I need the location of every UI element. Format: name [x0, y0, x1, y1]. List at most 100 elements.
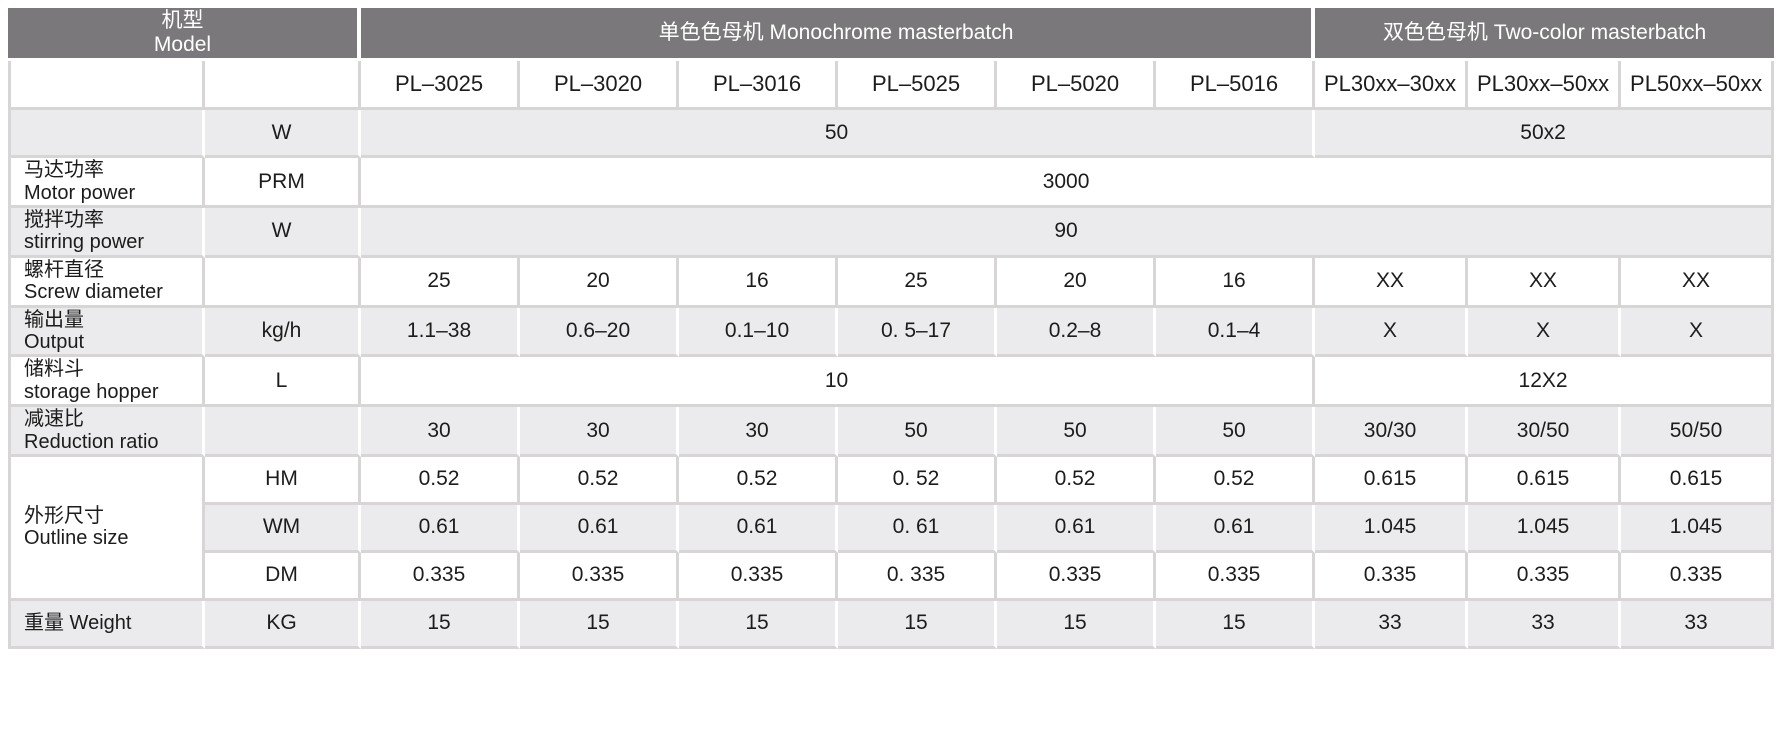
model-cell: PL–3016	[679, 61, 839, 111]
unit-cell: L	[205, 357, 362, 408]
value-cell: 25	[838, 257, 998, 308]
value-cell: 15	[1156, 600, 1316, 649]
model-cell: PL30xx–30xx	[1315, 61, 1469, 111]
value-cell: XX	[1315, 257, 1469, 308]
value-cell: 1.045	[1468, 504, 1622, 553]
unit-cell: WM	[205, 504, 362, 553]
value-cell: 16	[1156, 257, 1316, 308]
value-cell: 1.045	[1621, 504, 1775, 553]
row-label-line: 马达功率	[24, 159, 104, 182]
value-cell: 30/30	[1315, 407, 1469, 457]
model-header-en: Model	[153, 33, 212, 57]
spec-row: 储料斗 storage hopper L 10 12X2	[8, 357, 1775, 408]
value-cell: 0.335	[1156, 552, 1316, 601]
value-cell: X	[1621, 307, 1775, 358]
value-cell: 1.1–38	[361, 307, 521, 358]
value-cell: X	[1315, 307, 1469, 358]
model-header-cell: 机型 Model	[8, 8, 362, 62]
spec-table-container: 机型 Model 单色色母机 Monochrome masterbatch 双色…	[8, 8, 1775, 649]
header-row: 机型 Model 单色色母机 Monochrome masterbatch 双色…	[8, 8, 1775, 62]
masterbatch-spec-table: 机型 Model 单色色母机 Monochrome masterbatch 双色…	[8, 8, 1775, 649]
value-cell: 3000	[361, 158, 1775, 209]
row-label-line: Outline size	[24, 527, 129, 550]
value-cell: 0. 61	[838, 504, 998, 553]
value-cell: XX	[1621, 257, 1775, 308]
value-cell: 50	[997, 407, 1157, 457]
unit-cell	[205, 407, 362, 457]
value-cell: 0.335	[520, 552, 680, 601]
empty-label-cell	[8, 61, 205, 111]
spec-row: 减速比 Reduction ratio 30 30 30 50 50 50 30/30 30/50…	[8, 407, 1775, 457]
value-cell: 30	[520, 407, 680, 457]
value-cell: 0.335	[997, 552, 1157, 601]
row-label-line: Screw diameter	[24, 281, 163, 304]
value-cell: 33	[1621, 600, 1775, 649]
value-cell: 0. 335	[838, 552, 998, 601]
value-cell: 10	[361, 357, 1316, 408]
value-cell: 0.335	[1468, 552, 1622, 601]
spec-row: 外形尺寸 Outline size HM 0.52 0.52 0.52 0. 52 0.52 0…	[8, 456, 1775, 601]
value-cell: 50x2	[1315, 110, 1775, 159]
row-label: 重量 Weight	[8, 600, 205, 649]
row-label: 输出量 Output	[8, 307, 205, 358]
empty-unit-cell	[205, 61, 362, 111]
value-cell: 0. 52	[838, 456, 998, 505]
value-cell: 0.52	[361, 456, 521, 505]
value-cell: 0. 5–17	[838, 307, 998, 358]
row-label-line: 搅拌功率	[24, 209, 104, 232]
spec-row: 重量 Weight KG 15 15 15 15 15 15 33 33 33	[8, 600, 1775, 649]
value-cell: 1.045	[1315, 504, 1469, 553]
value-cell: 0.615	[1315, 456, 1469, 505]
value-cell: 0.2–8	[997, 307, 1157, 358]
value-cell: 0.61	[679, 504, 839, 553]
row-label-line: 减速比	[24, 408, 84, 431]
value-cell: 0.615	[1621, 456, 1775, 505]
row-label-line: Reduction ratio	[24, 430, 159, 453]
model-cell: PL–3025	[361, 61, 521, 111]
unit-cell: kg/h	[205, 307, 362, 358]
spec-row: W 50 50x2	[8, 110, 1775, 159]
unit-cell: KG	[205, 600, 362, 649]
model-cell: PL–5020	[997, 61, 1157, 111]
row-label: 搅拌功率 stirring power	[8, 208, 205, 258]
value-cell: 0.1–4	[1156, 307, 1316, 358]
value-cell: 50	[361, 110, 1316, 159]
value-cell: 0.615	[1468, 456, 1622, 505]
row-label: 减速比 Reduction ratio	[8, 407, 205, 457]
row-label: 螺杆直径 Screw diameter	[8, 257, 205, 308]
value-cell: 0.335	[1315, 552, 1469, 601]
value-cell: 0.1–10	[679, 307, 839, 358]
two-color-group-header: 双色色母机 Two-color masterbatch	[1315, 8, 1775, 62]
row-label-line: stirring power	[24, 231, 145, 254]
unit-cell: W	[205, 110, 362, 159]
spec-row: 马达功率 Motor power PRM 3000	[8, 158, 1775, 209]
row-label-line: 外形尺寸	[24, 505, 104, 528]
value-cell: 0.335	[1621, 552, 1775, 601]
unit-cell: PRM	[205, 158, 362, 209]
model-header-zh: 机型	[161, 9, 204, 32]
spec-row: DM 0.335 0.335 0.335 0. 335 0.335 0.335 0.335 0.…	[8, 552, 1775, 601]
row-label-line: 重量 Weight	[24, 612, 132, 635]
row-label: 储料斗 storage hopper	[8, 357, 205, 408]
row-label: 马达功率 Motor power	[8, 158, 205, 209]
value-cell: 15	[520, 600, 680, 649]
model-row: PL–3025 PL–3020 PL–3016 PL–5025 PL–5020 PL–50…	[8, 61, 1775, 111]
row-label-line: Output	[24, 331, 85, 354]
spec-row: 螺杆直径 Screw diameter 25 20 16 25 20 16 XX XX XX	[8, 257, 1775, 308]
value-cell: 16	[679, 257, 839, 308]
value-cell: 15	[838, 600, 998, 649]
value-cell: 20	[520, 257, 680, 308]
value-cell: 33	[1468, 600, 1622, 649]
row-label-line: 螺杆直径	[24, 258, 104, 281]
value-cell: 12X2	[1315, 357, 1775, 408]
value-cell: 30/50	[1468, 407, 1622, 457]
value-cell: 50	[1156, 407, 1316, 457]
value-cell: 0.52	[679, 456, 839, 505]
value-cell: 0.61	[1156, 504, 1316, 553]
unit-cell	[205, 257, 362, 308]
model-cell: PL–5025	[838, 61, 998, 111]
value-cell: 0.61	[520, 504, 680, 553]
model-cell: PL50xx–50xx	[1621, 61, 1775, 111]
row-label-line: 储料斗	[24, 358, 84, 381]
value-cell: 15	[997, 600, 1157, 649]
